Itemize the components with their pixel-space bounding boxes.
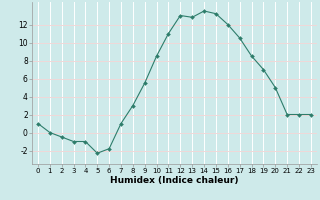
X-axis label: Humidex (Indice chaleur): Humidex (Indice chaleur)	[110, 176, 239, 185]
